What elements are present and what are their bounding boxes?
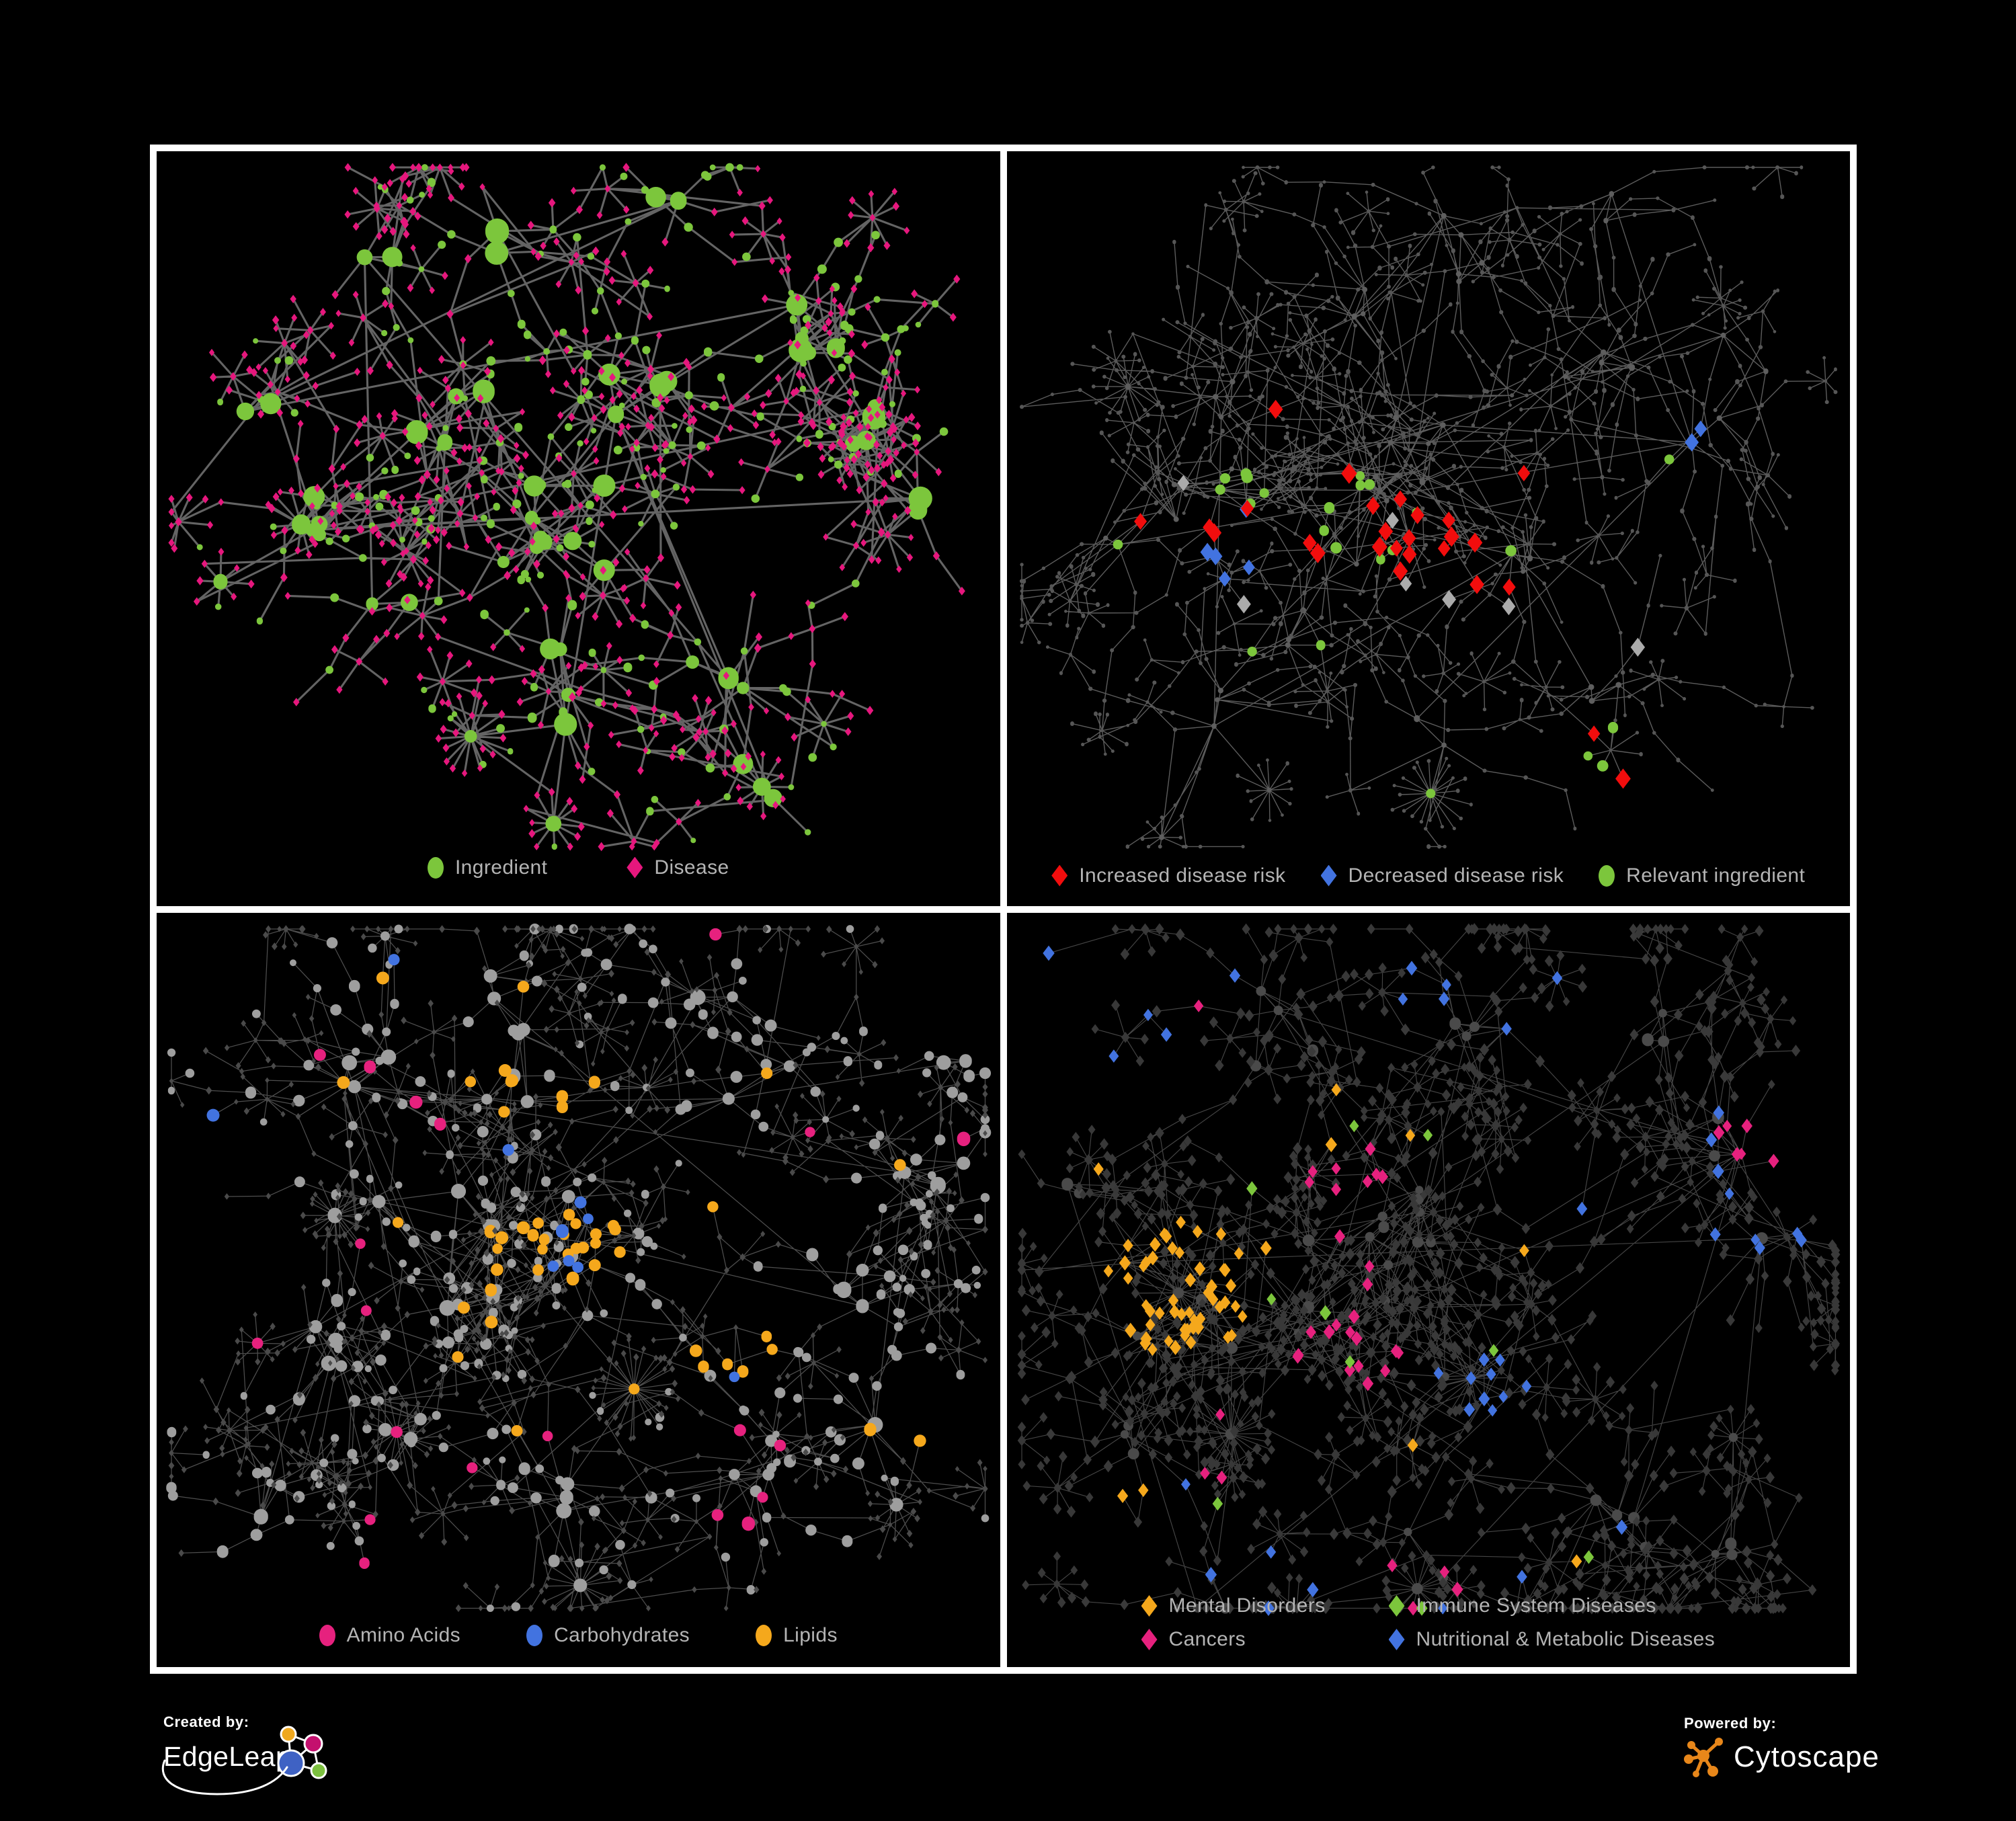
legend-item: Ingredient [427,856,548,879]
network-nodes-diamond [1017,923,1841,1615]
edgeleap-blue-node [277,1749,305,1777]
carbohydrates-legend-icon [526,1625,543,1646]
disease-risk-network-graph [1019,165,1837,850]
legend-item: Relevant ingredient [1599,864,1805,887]
network-nodes-circle [196,163,949,850]
network-nodes-diamond [168,924,989,1612]
network-nodes-circle [1019,165,1837,850]
network-nodes-diamond [1200,420,1707,587]
legend-label: Decreased disease risk [1348,864,1564,887]
legend-label: Carbohydrates [554,1624,690,1646]
decreased-risk-legend-icon [1320,864,1337,887]
powered-by-label: Powered by: [1684,1715,1777,1732]
legend-label: Increased disease risk [1079,864,1286,887]
cytoscape-wordmark: Cytoscape [1734,1740,1880,1773]
legend-label: Amino Acids [346,1624,461,1646]
increased-risk-legend-icon [1051,864,1068,887]
legend-item: Mental Disorders [1141,1594,1389,1617]
immune-system-legend-icon [1388,1595,1405,1617]
powered-by-block: Powered by: Cytoscape [1684,1715,1880,1779]
mental-disorders-legend-icon [1141,1595,1158,1617]
legend-label: Cancers [1168,1628,1246,1650]
legend-item: Decreased disease risk [1320,864,1564,887]
legend-label: Ingredient [454,856,548,879]
legend-label: Lipids [783,1624,838,1646]
legend-item: Lipids [756,1624,838,1647]
cancers-legend-icon [1141,1629,1158,1650]
edgeleap-orange-node [280,1726,297,1743]
created-by-label: Created by: [163,1713,249,1730]
macronutrient-legend: Amino Acids Carbohydrates Lipids [157,1624,1000,1647]
edgeleap-green-node [310,1762,327,1779]
nutritional-metabolic-legend-icon [1388,1629,1405,1650]
legend-item: Nutritional & Metabolic Diseases [1388,1628,1716,1651]
cytoscape-logo [1684,1738,1723,1777]
network-nodes-circle [251,928,971,1569]
network-edges [1020,167,1836,848]
network-nodes-circle [1102,191,1769,840]
network-nodes-diamond [1133,399,1631,789]
amino-acids-legend-icon [319,1625,335,1646]
disease-legend-icon [627,856,643,879]
legend-label: Relevant ingredient [1626,864,1806,887]
created-by-block: Created by: EdgeLeap [161,1713,486,1821]
macronutrient-panel: Amino Acids Carbohydrates Lipids [157,912,1000,1667]
legend-label: Mental Disorders [1168,1594,1326,1617]
legend-label: Immune System Diseases [1416,1594,1656,1617]
network-edges [170,166,963,848]
macronutrient-network-graph [166,923,992,1612]
network-nodes-diamond [1042,945,1807,1616]
legend-item: Increased disease risk [1051,864,1285,887]
network-nodes-diamond [168,163,965,852]
edgeleap-magenta-node [303,1734,323,1754]
legend-item: Immune System Diseases [1388,1594,1716,1617]
network-nodes-circle [1113,454,1674,799]
disease-risk-legend: Increased disease risk Decreased disease … [1007,864,1851,887]
ingredient-disease-legend: Ingredient Disease [157,856,1000,879]
relevant-ingredient-legend-icon [1599,864,1615,887]
legend-item: Disease [627,856,729,879]
ingredient-disease-panel: Ingredient Disease [157,151,1000,906]
ingredient-disease-network-graph [168,163,965,852]
disease-category-legend: Mental Disorders Immune System Diseases Ca… [1141,1594,1716,1651]
legend-item: Carbohydrates [526,1624,690,1647]
legend-label: Disease [654,856,729,879]
edgeleap-logo [277,1726,327,1779]
disease-risk-panel: Increased disease risk Decreased disease … [1006,151,1851,906]
disease-category-panel: Mental Disorders Immune System Diseases Ca… [1006,912,1850,1667]
legend-item: Amino Acids [319,1624,460,1647]
disease-category-network-graph [1017,922,1841,1616]
legend-label: Nutritional & Metabolic Diseases [1416,1628,1716,1650]
network-nodes-diamond [1093,1083,1582,1568]
legend-item: Cancers [1141,1628,1389,1651]
panels-grid: Ingredient Disease Increased disease risk… [150,145,1857,1674]
ingredient-legend-icon [427,856,444,879]
lipids-legend-icon [756,1625,772,1646]
network-nodes-circle [166,923,992,1612]
